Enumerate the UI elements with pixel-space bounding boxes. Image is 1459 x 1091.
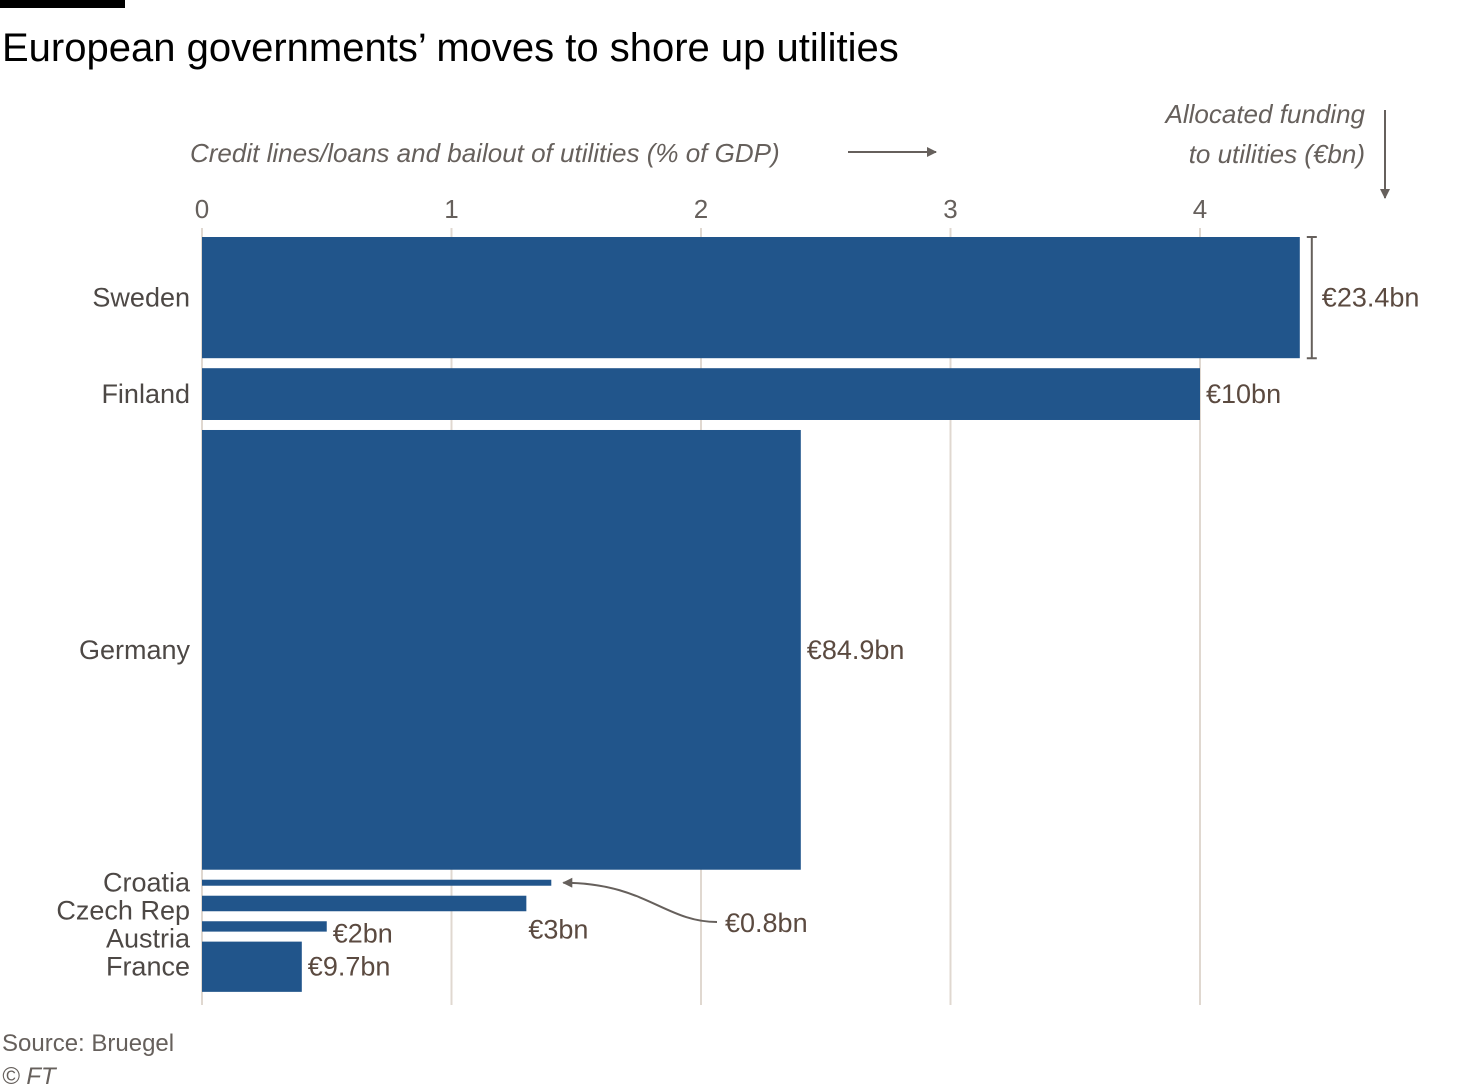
callout-arrow-croatia <box>562 877 718 923</box>
bar-czech-rep <box>202 895 527 912</box>
funding-label-line1: Allocated funding <box>1164 99 1366 129</box>
value-label-france: €9.7bn <box>308 952 391 982</box>
bar-layer <box>202 237 1300 992</box>
category-label-france: France <box>106 952 190 982</box>
x-axis-label: Credit lines/loans and bailout of utilit… <box>190 138 780 168</box>
chart-title: European governments’ moves to shore up … <box>2 26 899 70</box>
bar-austria <box>202 921 327 932</box>
value-label-sweden: €23.4bn <box>1322 283 1420 313</box>
bar-croatia <box>202 879 552 886</box>
bracket-sweden <box>1306 236 1317 360</box>
x-tick-label: 2 <box>694 194 708 224</box>
category-label-austria: Austria <box>106 924 191 954</box>
value-label-austria: €2bn <box>333 918 393 948</box>
category-label-sweden: Sweden <box>92 283 190 313</box>
value-label-finland: €10bn <box>1206 379 1281 409</box>
bar-sweden <box>202 237 1300 359</box>
funding-label-line2: to utilities (€bn) <box>1189 139 1365 169</box>
category-label-finland: Finland <box>101 379 190 409</box>
value-label-germany: €84.9bn <box>807 635 905 665</box>
brand-bar <box>0 0 125 8</box>
category-label-germany: Germany <box>79 635 191 665</box>
category-label-czech-rep: Czech Rep <box>56 896 190 926</box>
x-tick-label: 3 <box>943 194 957 224</box>
bar-finland <box>202 368 1200 420</box>
category-label-croatia: Croatia <box>103 868 191 898</box>
x-tick-label: 4 <box>1193 194 1207 224</box>
x-tick-label: 1 <box>444 194 458 224</box>
bar-germany <box>202 429 801 870</box>
bar-france <box>202 941 302 992</box>
value-label-croatia: €0.8bn <box>725 908 808 938</box>
copyright: © FT <box>2 1063 56 1090</box>
x-tick-label: 0 <box>195 194 209 224</box>
value-label-czech-rep: €3bn <box>528 914 588 944</box>
source-note: Source: Bruegel <box>2 1030 175 1057</box>
